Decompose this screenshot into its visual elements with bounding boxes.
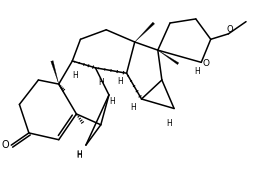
Polygon shape <box>135 22 155 42</box>
Text: H: H <box>117 77 123 86</box>
Text: H: H <box>98 78 104 87</box>
Text: H: H <box>76 150 82 159</box>
Text: H: H <box>72 71 78 80</box>
Text: O: O <box>203 59 210 68</box>
Text: O: O <box>227 25 234 34</box>
Text: O: O <box>2 140 9 150</box>
Text: H: H <box>109 97 115 106</box>
Polygon shape <box>158 50 179 65</box>
Text: H: H <box>130 103 136 112</box>
Text: H: H <box>194 67 200 76</box>
Text: H: H <box>76 151 82 160</box>
Text: H: H <box>166 119 171 128</box>
Polygon shape <box>51 61 59 84</box>
